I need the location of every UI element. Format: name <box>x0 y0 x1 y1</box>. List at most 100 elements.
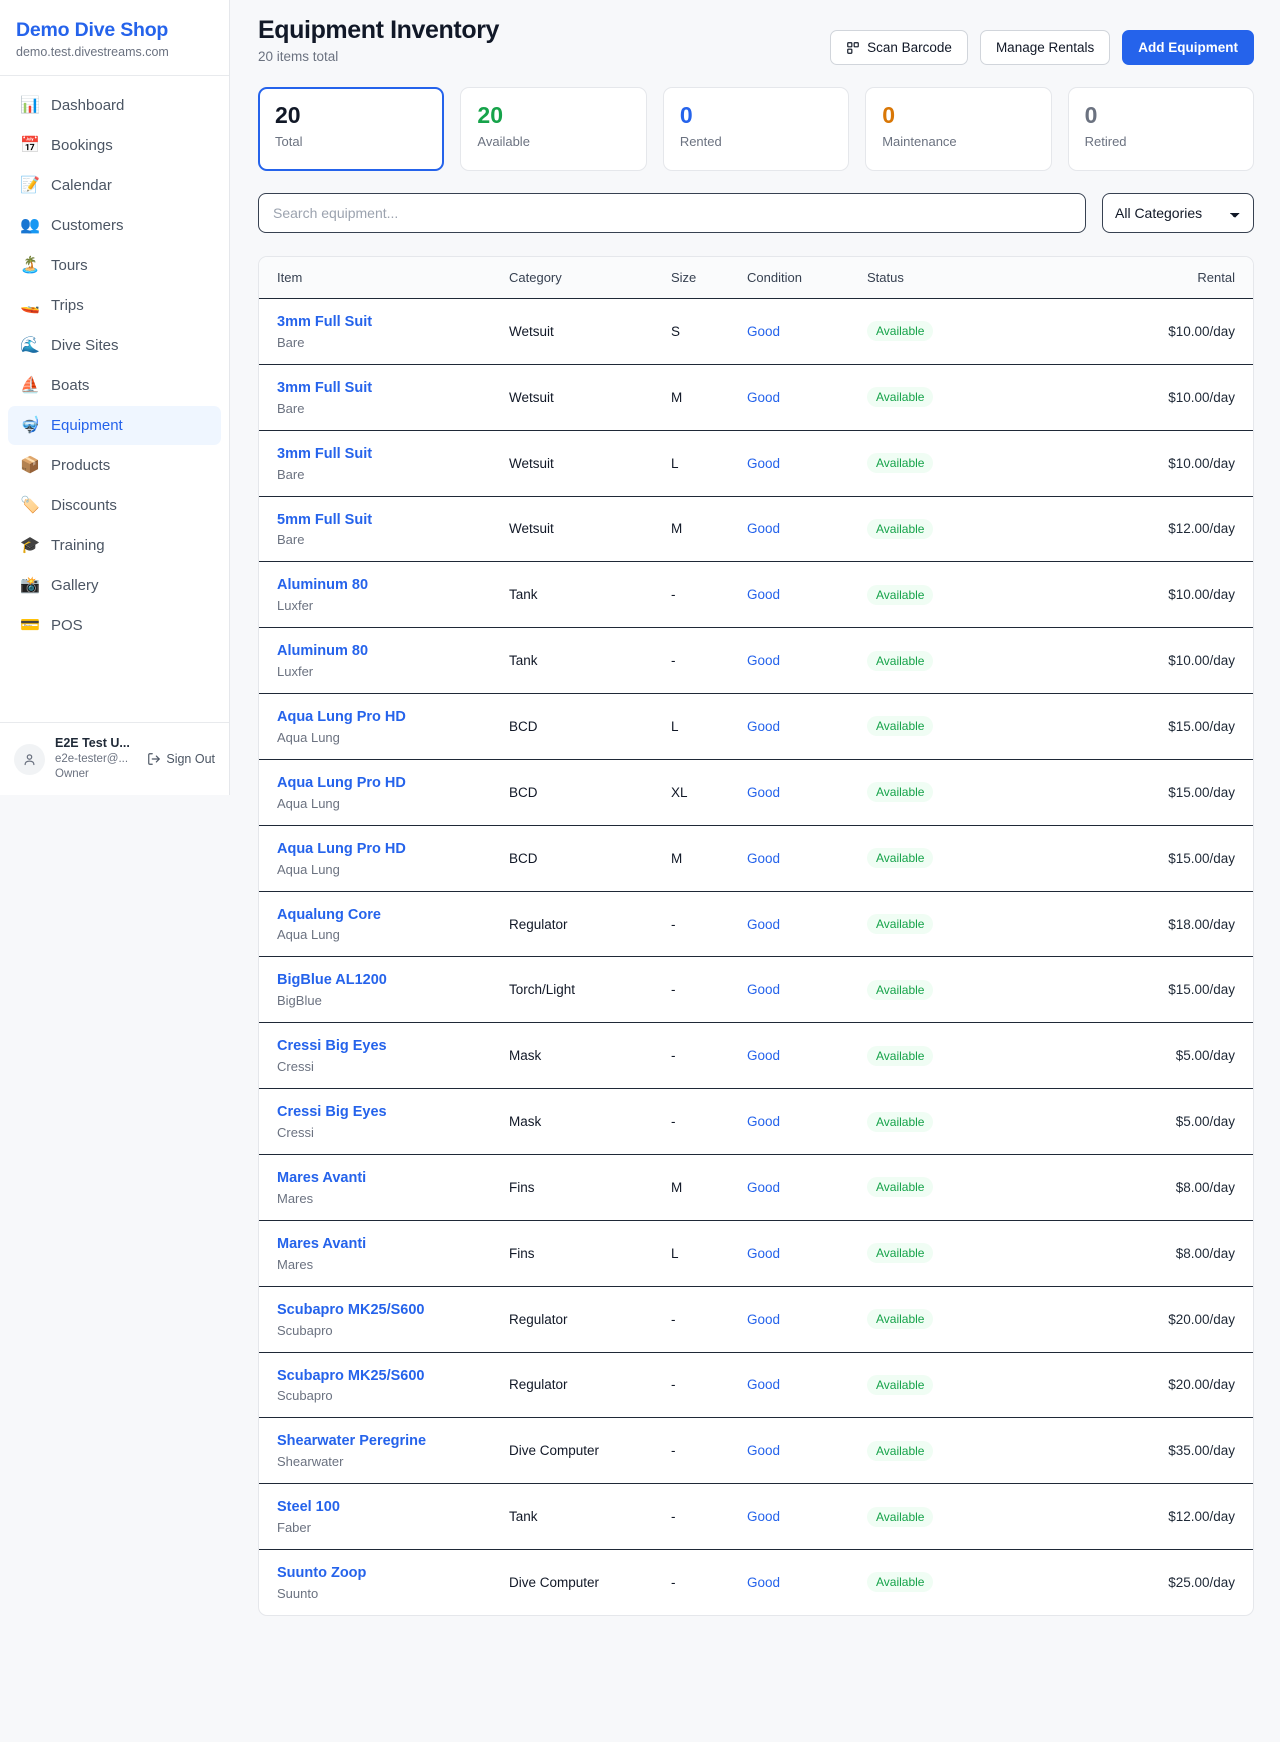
sidebar-item-products[interactable]: 📦 Products <box>8 446 221 485</box>
item-name-link[interactable]: Mares Avanti <box>277 1169 367 1186</box>
condition-link[interactable]: Good <box>747 1509 781 1525</box>
condition-link[interactable]: Good <box>747 1114 781 1130</box>
item-name-link[interactable]: Aluminum 80 <box>277 577 369 594</box>
sidebar-item-calendar[interactable]: 📝 Calendar <box>8 166 221 205</box>
table-row[interactable]: Scubapro MK25/S600 Scubapro Regulator - Good… <box>259 1352 1253 1419</box>
cell-status: Available <box>867 1417 1037 1485</box>
stat-card-retired[interactable]: 0 Retired <box>1067 87 1255 171</box>
table-row[interactable]: Aqua Lung Pro HD Aqua Lung BCD M Good Availab… <box>259 825 1253 892</box>
table-row[interactable]: Scubapro MK25/S600 Scubapro Regulator - Good… <box>259 1286 1253 1353</box>
item-name-link[interactable]: 3mm Full Suit <box>277 445 373 462</box>
condition-link[interactable]: Good <box>747 850 781 866</box>
condition-link[interactable]: Good <box>747 1048 781 1064</box>
table-row[interactable]: Shearwater Peregrine Shearwater Dive Compu… <box>259 1417 1253 1485</box>
manage-rentals-button[interactable]: Manage Rentals <box>979 30 1111 65</box>
search-input[interactable] <box>258 193 1086 233</box>
condition-link[interactable]: Good <box>747 1377 781 1393</box>
table-row[interactable]: 3mm Full Suit Bare Wetsuit M Good Available $1… <box>259 364 1253 431</box>
item-name-link[interactable]: Shearwater Peregrine <box>277 1433 427 1450</box>
item-name-link[interactable]: Scubapro MK25/S600 <box>277 1367 425 1384</box>
item-name-link[interactable]: 3mm Full Suit <box>277 379 373 396</box>
condition-link[interactable]: Good <box>747 1311 781 1327</box>
condition-link[interactable]: Good <box>747 1179 781 1195</box>
item-name-link[interactable]: Aqualung Core <box>277 906 381 923</box>
table-row[interactable]: Mares Avanti Mares Fins L Good Available $8.00… <box>259 1220 1253 1287</box>
table-row[interactable]: Cressi Big Eyes Cressi Mask - Good Available $… <box>259 1088 1253 1155</box>
stat-card-total[interactable]: 20 Total <box>258 87 445 171</box>
sign-out-icon <box>148 753 161 765</box>
item-brand: Bare <box>277 334 305 350</box>
table-row[interactable]: Mares Avanti Mares Fins M Good Available $8.00… <box>259 1154 1253 1221</box>
item-name-link[interactable]: Steel 100 <box>277 1499 340 1516</box>
table-row[interactable]: 3mm Full Suit Bare Wetsuit L Good Available $1… <box>259 430 1253 497</box>
item-name-link[interactable]: Cressi Big Eyes <box>277 1104 387 1121</box>
scan-barcode-button[interactable]: Scan Barcode <box>830 30 968 65</box>
condition-link[interactable]: Good <box>747 455 781 471</box>
table-row[interactable]: Aqua Lung Pro HD Aqua Lung BCD XL Good Availa… <box>259 759 1253 826</box>
page-title: Equipment Inventory <box>258 16 500 44</box>
item-name-link[interactable]: 3mm Full Suit <box>277 314 373 330</box>
stat-label: Available <box>477 134 530 150</box>
condition-link[interactable]: Good <box>747 1574 781 1590</box>
table-row[interactable]: Aluminum 80 Luxfer Tank - Good Available $10.0… <box>259 627 1253 695</box>
status-badge: Available <box>867 782 934 803</box>
cell-size: - <box>671 891 747 958</box>
item-name-link[interactable]: Aqua Lung Pro HD <box>277 840 406 857</box>
condition-link[interactable]: Good <box>747 389 781 405</box>
item-name-link[interactable]: Suunto Zoop <box>277 1565 367 1582</box>
condition-link[interactable]: Good <box>747 323 781 339</box>
condition-link[interactable]: Good <box>747 916 781 932</box>
item-name-link[interactable]: 5mm Full Suit <box>277 511 373 528</box>
table-row[interactable]: Cressi Big Eyes Cressi Mask - Good Available $… <box>259 1022 1253 1090</box>
item-name-link[interactable]: Cressi Big Eyes <box>277 1038 387 1055</box>
sidebar-item-tours[interactable]: 🏝️ Tours <box>8 246 221 285</box>
condition-link[interactable]: Good <box>747 784 781 800</box>
sidebar-item-equipment[interactable]: 🤿 Equipment <box>8 406 221 446</box>
sidebar-item-label: Customers <box>51 217 124 235</box>
add-equipment-button[interactable]: Add Equipment <box>1122 30 1254 65</box>
stat-card-available[interactable]: 20 Available <box>460 87 647 171</box>
cell-condition: Good <box>747 298 867 365</box>
table-row[interactable]: Aqua Lung Pro HD Aqua Lung BCD L Good Availab… <box>259 693 1253 760</box>
cell-condition: Good <box>747 1088 867 1155</box>
condition-link[interactable]: Good <box>747 1443 781 1459</box>
table-row[interactable]: Aqualung Core Aqua Lung Regulator - Good Avai… <box>259 891 1253 958</box>
condition-link[interactable]: Good <box>747 1245 781 1261</box>
sidebar-item-bookings[interactable]: 📅 Bookings <box>8 126 221 165</box>
sign-out-button[interactable]: Sign Out <box>147 752 215 766</box>
table-row[interactable]: 5mm Full Suit Bare Wetsuit M Good Available $1… <box>259 496 1253 563</box>
sidebar-item-boats[interactable]: ⛵ Boats <box>8 366 221 405</box>
sidebar-item-label: Bookings <box>51 137 113 155</box>
condition-link[interactable]: Good <box>747 521 781 537</box>
condition-link[interactable]: Good <box>747 982 781 998</box>
cell-status: Available <box>867 1352 1037 1419</box>
stat-card-maintenance[interactable]: 0 Maintenance <box>865 87 1052 171</box>
item-name-link[interactable]: Aqua Lung Pro HD <box>277 774 406 791</box>
category-filter-select[interactable]: All Categories <box>1102 193 1254 233</box>
cell-category: Tank <box>509 561 671 629</box>
item-name-link[interactable]: BigBlue AL1200 <box>277 972 387 989</box>
sidebar-item-training[interactable]: 🎓 Training <box>8 526 221 565</box>
sidebar-item-gallery[interactable]: 📸 Gallery <box>8 566 221 605</box>
table-row[interactable]: Steel 100 Faber Tank - Good Available $12.00/d… <box>259 1483 1253 1551</box>
item-name-link[interactable]: Scubapro MK25/S600 <box>277 1301 425 1318</box>
brand-block[interactable]: Demo Dive Shop demo.test.divestreams.com <box>0 0 229 77</box>
item-name-link[interactable]: Aluminum 80 <box>277 643 369 660</box>
table-row[interactable]: Suunto Zoop Suunto Dive Computer - Good Avail… <box>259 1550 1253 1615</box>
table-row[interactable]: 3mm Full Suit Bare Wetsuit S Good Available $1… <box>259 298 1253 365</box>
item-name-link[interactable]: Aqua Lung Pro HD <box>277 709 406 726</box>
table-row[interactable]: Aluminum 80 Luxfer Tank - Good Available $10.0… <box>259 561 1253 629</box>
condition-link[interactable]: Good <box>747 587 781 603</box>
sidebar-item-trips[interactable]: 🚤 Trips <box>8 286 221 325</box>
table-row[interactable]: BigBlue AL1200 BigBlue Torch/Light - Good Ava… <box>259 956 1253 1024</box>
sidebar-item-dive-sites[interactable]: 🌊 Dive Sites <box>8 326 221 365</box>
sidebar-item-dashboard[interactable]: 📊 Dashboard <box>8 86 221 125</box>
stat-card-rented[interactable]: 0 Rented <box>662 87 850 171</box>
item-name-link[interactable]: Mares Avanti <box>277 1235 367 1252</box>
sidebar-item-pos[interactable]: 💳 POS <box>8 606 221 645</box>
condition-link[interactable]: Good <box>747 718 781 734</box>
bookings-icon: 📅 <box>20 136 40 154</box>
condition-link[interactable]: Good <box>747 653 781 669</box>
sidebar-item-discounts[interactable]: 🏷️ Discounts <box>8 486 221 525</box>
sidebar-item-customers[interactable]: 👥 Customers <box>8 206 221 245</box>
